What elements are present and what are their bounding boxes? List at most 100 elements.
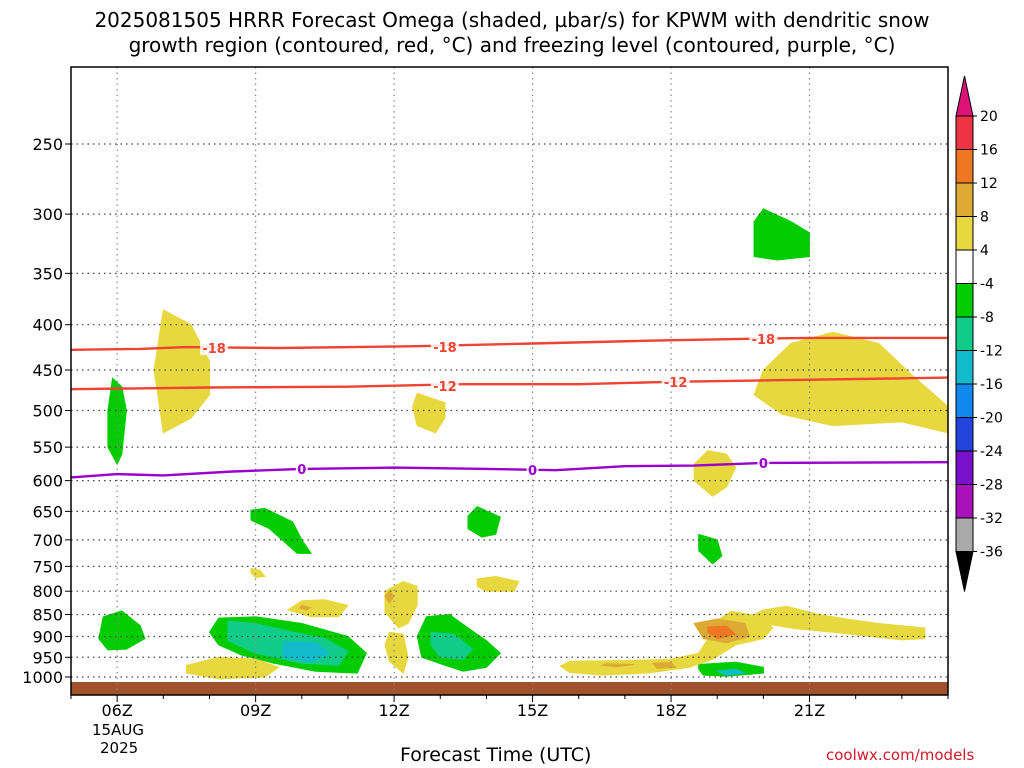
contour-label-0: 0 [297,463,306,478]
colorbar-label: -8 [980,310,994,326]
colorbar-label: 16 [980,143,998,159]
colorbar-swatch-10 [955,417,974,452]
omega-shading [98,208,949,680]
colorbar-label: -16 [980,377,1003,393]
colorbar-label: -12 [980,344,1003,360]
y-tick-label-1000: 1000 [22,668,63,687]
omega-region-1 [412,392,446,434]
colorbar-label: -24 [980,444,1003,460]
colorbar-label: -32 [980,511,1003,527]
y-tick-label-650: 650 [32,502,63,521]
contour-label-bg [430,340,459,355]
contour-0 [70,461,949,479]
contour-label--18: -18 [752,333,776,348]
colorbar-swatch-5 [955,249,974,284]
x-tick-label-06Z: 06Z [101,701,132,720]
date-label-day: 15AUG [92,721,144,739]
y-axis: 250 300 350 400 450 500 550 600 650 700 750 800 850 9… [22,135,71,687]
contour-label-bg [200,341,229,356]
date-label-year: 2025 [100,739,139,757]
contour-label-0: 0 [759,457,768,472]
omega-region-12 [384,580,418,629]
omega-region-11 [476,575,520,592]
colorbar-label: 20 [980,109,998,125]
x-tick-label-18Z: 18Z [655,701,686,720]
omega-region-22 [715,668,747,676]
x-tick-label-12Z: 12Z [378,701,409,720]
credit-link[interactable]: coolwx.com/models [826,746,975,764]
y-tick-label-900: 900 [32,627,63,646]
y-tick-label-700: 700 [32,531,63,550]
y-tick-label-400: 400 [32,316,63,335]
colorbar-label: 8 [980,210,989,226]
contour-label-0: 0 [528,464,537,479]
colorbar-swatch-7 [955,316,974,351]
y-tick-label-800: 800 [32,582,63,601]
colorbar-swatch-4 [955,216,974,251]
contour-label-bg [749,331,778,346]
colorbar-swatch-3 [955,182,974,217]
colorbar-label: 12 [980,176,998,192]
y-tick-label-300: 300 [32,205,63,224]
colorbar-swatch-6 [955,283,974,318]
contour-label--18: -18 [433,341,457,356]
contour-label--12: -12 [433,380,457,395]
x-axis: 06Z 09Z 12Z 15Z 18Z 21Z [70,695,949,720]
omega-region-10 [286,599,349,618]
colorbar-label: -28 [980,478,1003,494]
omega-region-24 [204,663,239,671]
y-tick-label-350: 350 [32,264,63,283]
omega-region-14 [743,605,926,641]
omega-region-0 [153,309,210,434]
omega-region-3 [753,331,949,434]
colorbar-swatch-13 [955,517,974,552]
contour-label--12: -12 [664,376,688,391]
omega-region-5 [107,377,127,466]
colorbar-label: -36 [980,545,1003,561]
colorbar-swatch-1 [955,115,974,150]
colorbar-label: -4 [980,277,994,293]
plot-frame [70,66,949,696]
colorbar-swatch-2 [955,149,974,184]
chart-title-line2: growth region (contoured, red, °C) and f… [128,33,896,57]
colorbar-label: -20 [980,411,1003,427]
contours: -18 -18 -18 -12 -12 0 0 0 [70,331,949,479]
contour-label-bg [430,378,459,393]
y-tick-label-750: 750 [32,557,63,576]
contour-label-bg [295,461,308,476]
contour-label-bg [661,374,690,389]
omega-region-31 [601,663,635,668]
contour-label--18: -18 [202,342,226,357]
omega-region-6 [467,505,501,538]
omega-region-29 [384,590,395,604]
omega-region-21 [698,661,764,677]
y-tick-label-250: 250 [32,135,63,154]
colorbar-swatch-over [955,75,974,117]
y-tick-label-450: 450 [32,361,63,380]
x-axis-label: Forecast Time (UTC) [400,744,592,766]
omega-region-13 [384,631,409,674]
colorbar: 20 16 12 8 4 -4 -8 -12 -16 -20 -24 -28 -32 -36 [955,75,1003,592]
x-tick-label-15Z: 15Z [517,701,548,720]
colorbar-swatch-under [955,551,974,592]
omega-region-9 [250,567,266,579]
x-tick-label-09Z: 09Z [240,701,271,720]
omega-region-18 [282,641,331,663]
x-tick-label-21Z: 21Z [794,701,825,720]
contour-label-bg [526,463,539,478]
y-tick-label-600: 600 [32,472,63,491]
omega-region-30 [298,604,313,611]
colorbar-swatch-9 [955,383,974,418]
contour-label-bg [757,455,770,470]
omega-region-20 [430,631,474,660]
colorbar-label: 4 [980,243,989,259]
colorbar-swatch-8 [955,350,974,385]
y-tick-label-950: 950 [32,648,63,667]
omega-region-8 [250,507,312,554]
omega-region-28 [651,661,677,669]
y-tick-label-550: 550 [32,438,63,457]
colorbar-swatch-11 [955,450,974,485]
chart-title-line1: 2025081505 HRRR Forecast Omega (shaded, … [94,8,930,32]
y-tick-label-500: 500 [32,402,63,421]
